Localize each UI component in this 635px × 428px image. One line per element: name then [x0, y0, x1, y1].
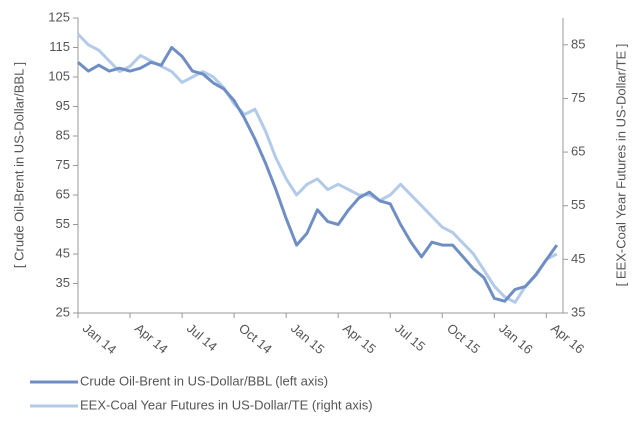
x-tick-label: Jan 16 — [496, 320, 536, 357]
x-tick-label: Jul 15 — [392, 320, 428, 354]
y2-tick-label: 75 — [571, 90, 585, 105]
x-tick-label: Apr 16 — [548, 320, 587, 356]
y-tick-label: 95 — [56, 98, 70, 113]
y2-tick-label: 45 — [571, 251, 585, 266]
y-tick-label: 115 — [49, 39, 70, 54]
y-tick-label: 25 — [56, 304, 70, 319]
y2-tick-label: 35 — [571, 304, 585, 319]
y-tick-label: 75 — [56, 157, 70, 172]
y-tick-label: 125 — [48, 9, 70, 24]
y2-tick-label: 85 — [571, 36, 585, 51]
x-tick-label: Oct 15 — [444, 320, 483, 356]
y2-tick-label: 55 — [571, 197, 585, 212]
y2-tick-label: 65 — [571, 144, 585, 159]
series-line — [77, 46, 559, 303]
y-tick-label: 65 — [56, 186, 70, 201]
x-tick-label: Jul 14 — [184, 320, 220, 354]
y-tick-label: 35 — [56, 275, 70, 290]
y-tick-label: 45 — [56, 245, 70, 260]
y-tick-label: 105 — [48, 68, 70, 83]
x-tick-label: Apr 15 — [340, 320, 379, 356]
x-tick-label: Apr 14 — [132, 320, 171, 356]
x-tick-label: Oct 14 — [236, 320, 275, 356]
y2-axis-label: [ EEX-Coal Year Futures in US-Dollar/TE … — [613, 44, 628, 287]
x-tick-label: Jan 14 — [80, 320, 120, 357]
legend-label: EEX-Coal Year Futures in US-Dollar/TE (r… — [80, 397, 373, 412]
y-axis-label: [ Crude Oil-Brent in US-Dollar/BBL ] — [11, 62, 26, 268]
y-tick-label: 85 — [56, 127, 70, 142]
series-line — [76, 33, 558, 304]
x-tick-label: Jan 15 — [288, 320, 328, 357]
y-tick-label: 55 — [56, 216, 70, 231]
legend-label: Crude Oil-Brent in US-Dollar/BBL (left a… — [80, 373, 328, 388]
